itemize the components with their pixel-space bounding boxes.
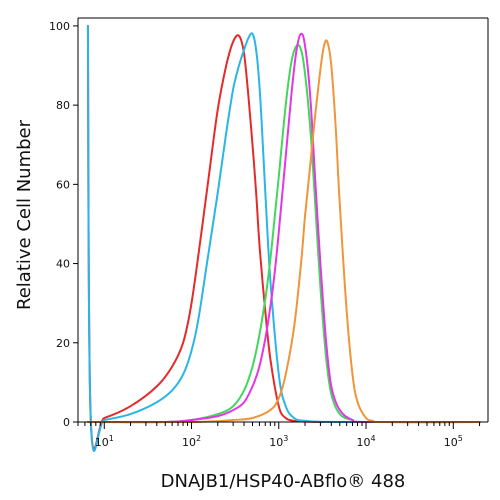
y-tick-label: 40 — [56, 258, 70, 271]
histogram-series-2 — [86, 24, 481, 452]
histogram-series-3 — [86, 43, 481, 424]
histogram-series-5 — [86, 39, 481, 424]
histogram-series-1 — [86, 24, 481, 451]
x-tick-label: 101 — [95, 434, 114, 449]
x-tick-label: 103 — [269, 434, 288, 449]
y-ticks: 0 20 40 60 80 100 — [49, 20, 78, 429]
x-tick-label: 105 — [444, 434, 463, 449]
y-tick-label: 60 — [56, 178, 70, 191]
y-tick-label: 100 — [49, 20, 70, 33]
x-axis-title: DNAJB1/HSP40-ABflo® 488 — [161, 471, 406, 492]
y-axis-title: Relative Cell Number — [14, 119, 35, 310]
axes — [77, 17, 489, 423]
x-tick-label: 102 — [182, 434, 201, 449]
x-ticks: 101 102 103 104 105 — [77, 422, 481, 449]
histogram-series-4 — [86, 32, 481, 424]
y-tick-label: 80 — [56, 99, 70, 112]
plot-curves — [86, 24, 481, 452]
y-tick-label: 20 — [56, 337, 70, 350]
y-tick-label: 0 — [63, 416, 70, 429]
x-tick-label: 104 — [356, 434, 375, 449]
